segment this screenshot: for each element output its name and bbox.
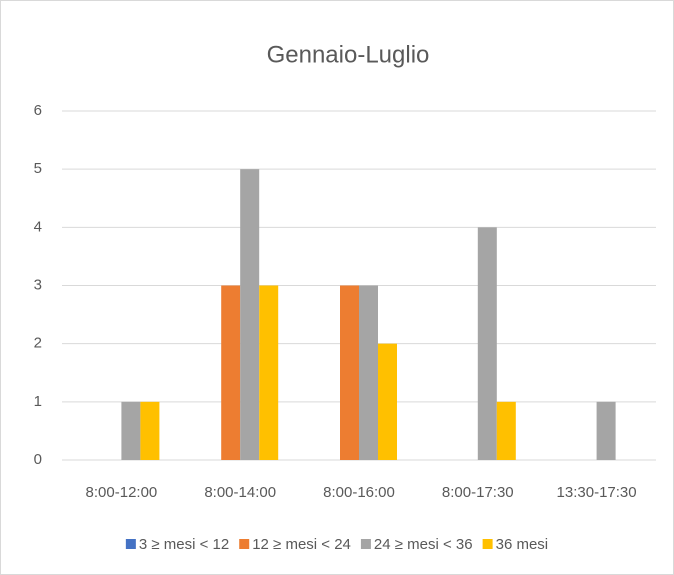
- y-tick-label: 4: [34, 218, 42, 235]
- bar: [340, 285, 359, 460]
- bar: [240, 169, 260, 460]
- bar: [121, 401, 141, 460]
- bar: [477, 227, 497, 460]
- legend-label: 36 mesi: [496, 536, 549, 553]
- x-tick-label: 8:00-16:00: [323, 484, 395, 501]
- y-tick-label: 6: [34, 102, 42, 119]
- bar: [359, 285, 378, 460]
- x-tick-label: 8:00-14:00: [204, 484, 276, 501]
- y-tick-label: 3: [34, 276, 42, 293]
- legend-label: 24 ≥ mesi < 36: [374, 536, 473, 553]
- bar: [259, 285, 279, 460]
- bar: [378, 343, 397, 460]
- bar: [221, 285, 241, 460]
- legend-swatch: [482, 539, 493, 549]
- legend-swatch: [360, 539, 371, 549]
- x-tick-label: 8:00-12:00: [86, 484, 158, 501]
- bar: [596, 401, 616, 460]
- y-tick-label: 0: [34, 451, 42, 468]
- x-tick-label: 13:30-17:30: [557, 484, 637, 501]
- chart-title: Gennaio-Luglio: [267, 41, 430, 68]
- legend-swatch: [125, 539, 136, 549]
- legend-label: 3 ≥ mesi < 12: [139, 536, 229, 553]
- y-tick-label: 1: [34, 393, 42, 410]
- y-tick-label: 5: [34, 160, 42, 177]
- bar: [496, 401, 516, 460]
- legend-label: 12 ≥ mesi < 24: [252, 536, 351, 553]
- x-tick-label: 8:00-17:30: [442, 484, 514, 501]
- bar: [140, 401, 160, 460]
- y-tick-label: 2: [34, 335, 42, 352]
- legend-swatch: [239, 539, 250, 549]
